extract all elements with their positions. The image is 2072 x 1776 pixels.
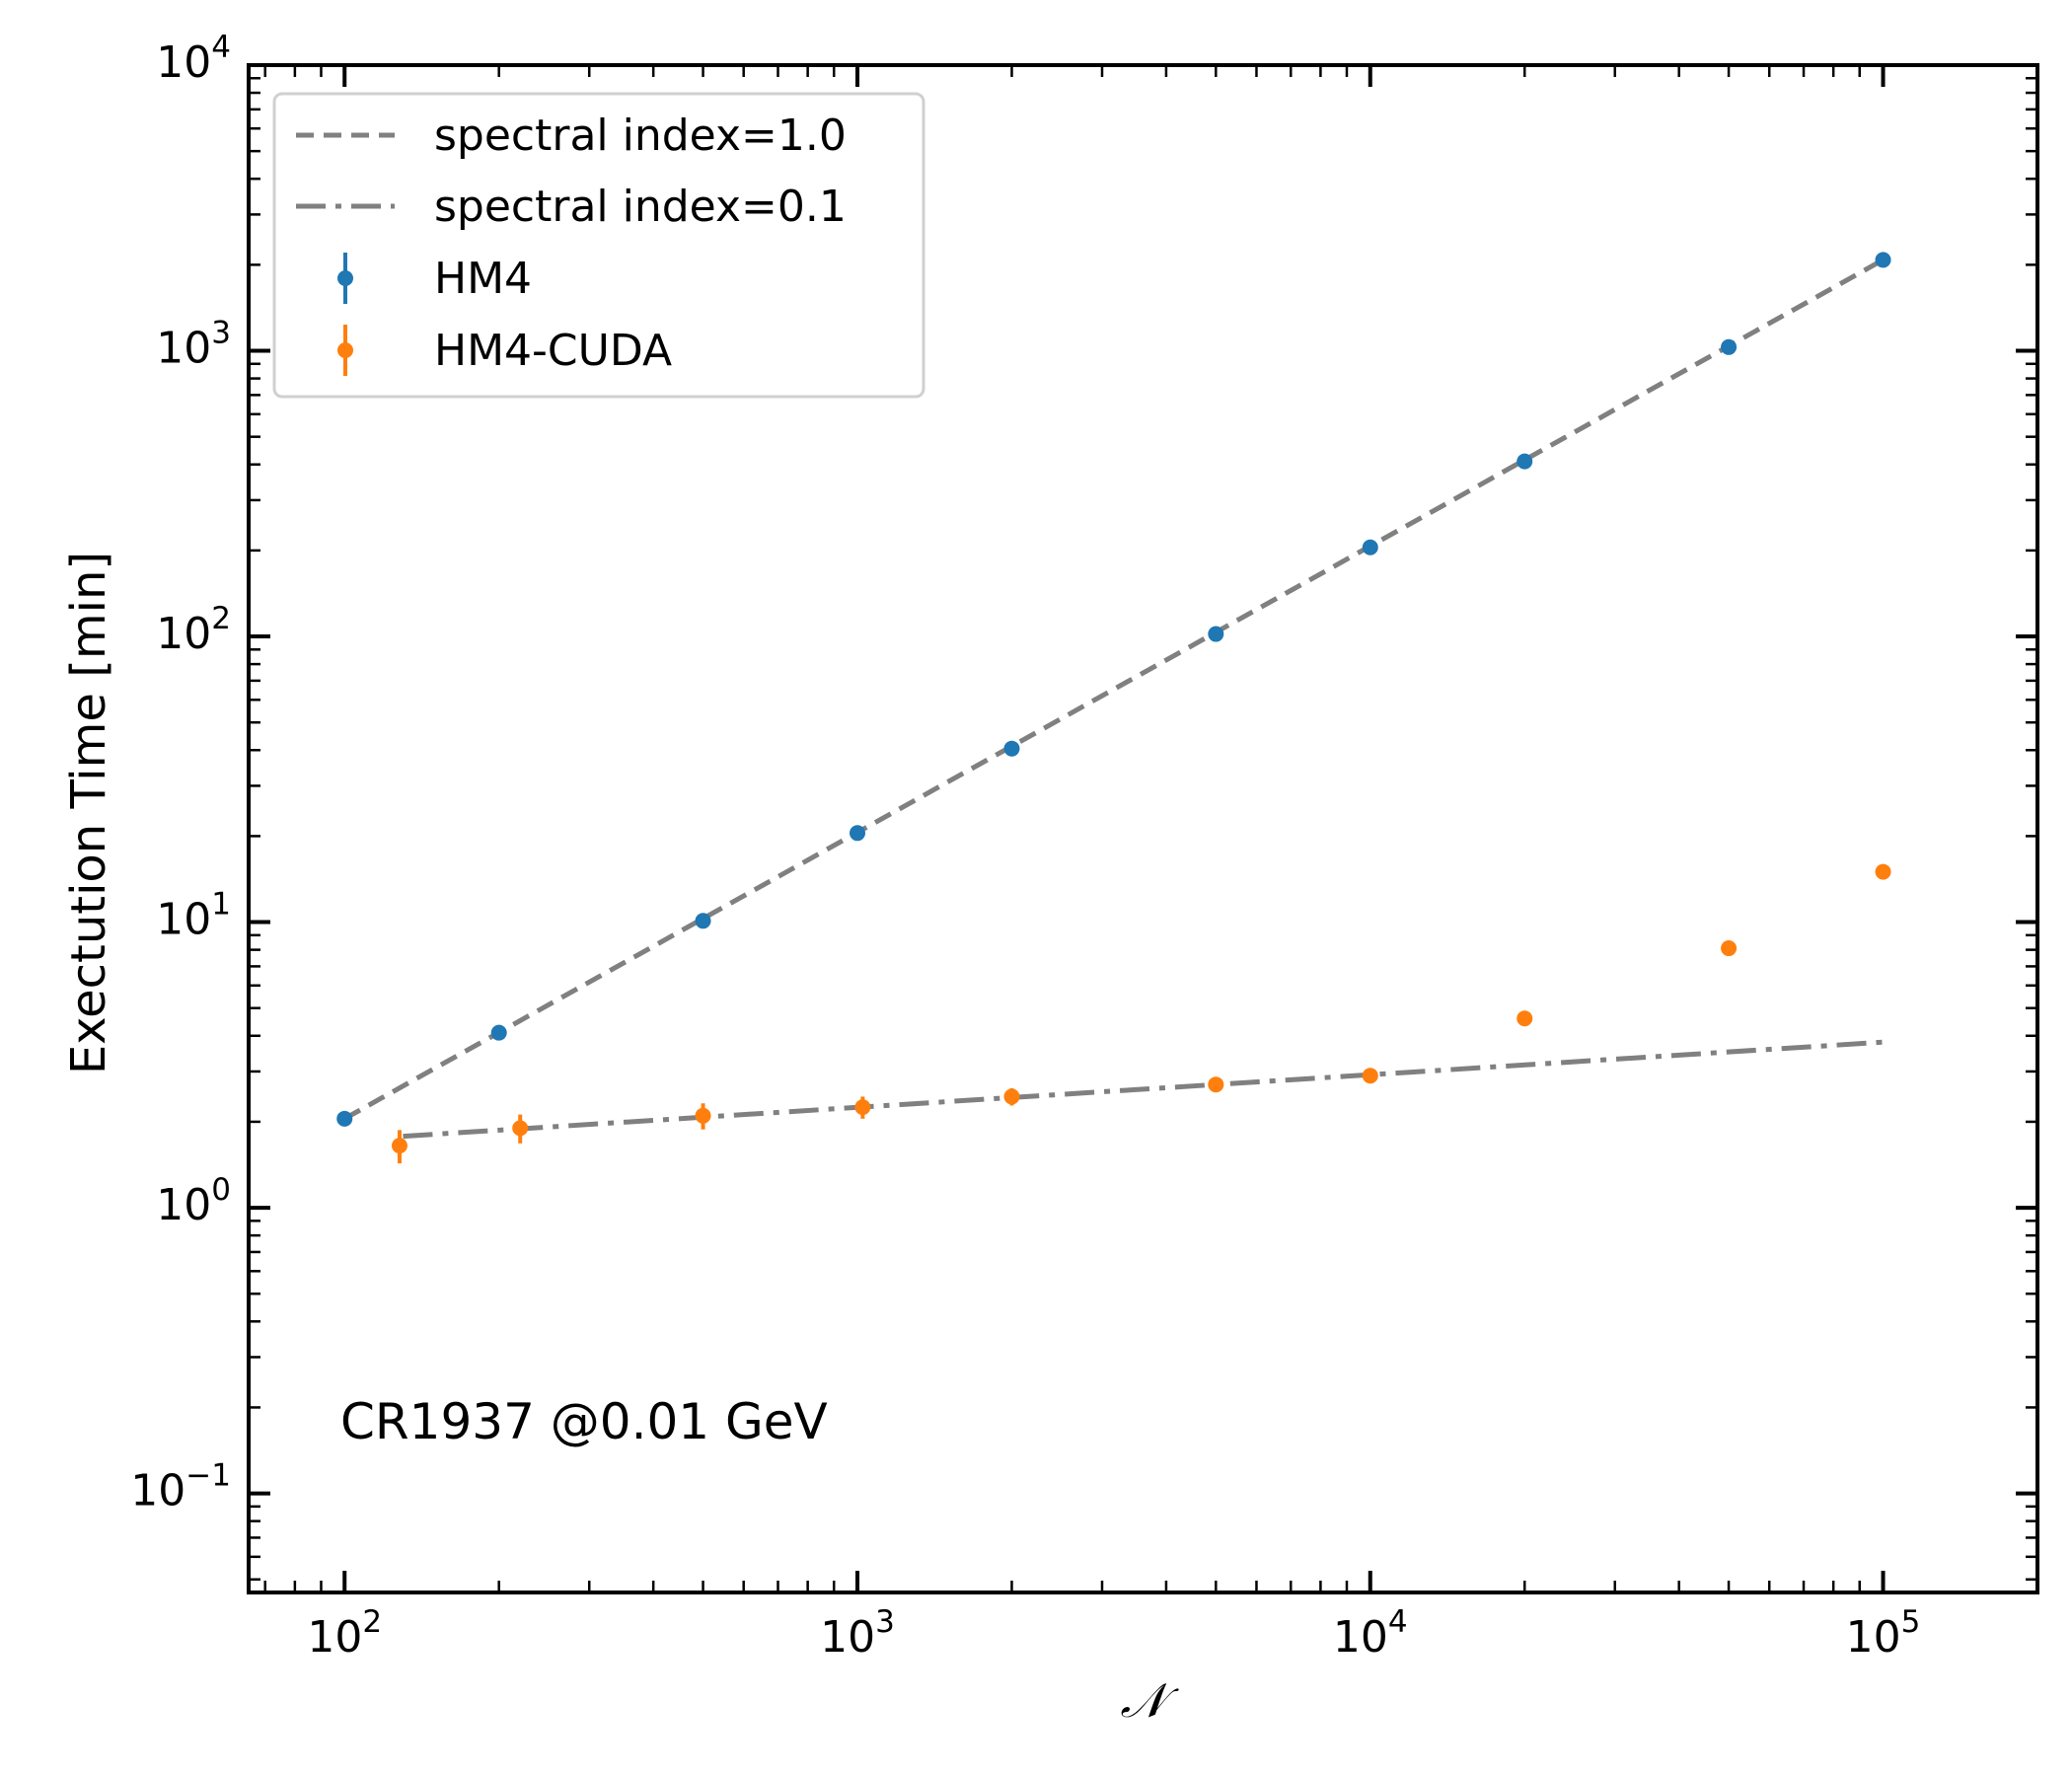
data-point	[512, 1120, 529, 1137]
y-axis-label: Exectution Time [min]	[61, 552, 116, 1074]
chart-annotation: CR1937 @0.01 GeV	[340, 1393, 828, 1450]
data-point	[1875, 863, 1891, 880]
data-point	[1003, 740, 1020, 757]
y-tick-label: 102	[156, 601, 231, 659]
x-tick-label: 103	[820, 1604, 895, 1663]
data-point	[1721, 338, 1738, 355]
legend-box	[272, 92, 925, 399]
legend-label: spectral index=0.1	[434, 182, 847, 232]
x-tick-label: 104	[1333, 1604, 1408, 1663]
data-point	[1362, 1068, 1378, 1084]
data-point	[1875, 252, 1891, 268]
legend: spectral index=1.0 spectral index=0.1 HM4 H…	[272, 92, 925, 399]
y-tick-label: 104	[156, 30, 231, 88]
data-point	[490, 1024, 507, 1041]
data-point	[1208, 626, 1224, 642]
legend-label: spectral index=1.0	[434, 111, 847, 161]
fit-line	[342, 258, 1885, 1121]
data-point	[1517, 1010, 1533, 1027]
fit-lines	[342, 258, 1885, 1140]
data-point	[695, 913, 711, 929]
x-tick-label: 102	[307, 1604, 382, 1663]
data-points	[336, 252, 1891, 1164]
y-tick-label: 10−1	[130, 1458, 231, 1517]
data-point	[1362, 539, 1378, 555]
data-point	[1003, 1088, 1020, 1105]
y-tick-label: 100	[156, 1172, 231, 1230]
data-point	[391, 1138, 407, 1154]
legend-marker-sample	[337, 342, 353, 358]
data-point	[695, 1107, 711, 1124]
data-point	[1721, 940, 1738, 957]
y-tick-label: 103	[156, 316, 231, 374]
legend-label: HM4	[434, 254, 532, 304]
plot-frame	[247, 63, 2039, 1594]
y-tick-label: 101	[156, 887, 231, 945]
legend-label: HM4-CUDA	[434, 326, 672, 376]
fit-line	[403, 1039, 1884, 1140]
data-point	[850, 825, 866, 842]
data-point	[854, 1099, 871, 1116]
x-tick-label: 105	[1846, 1604, 1921, 1663]
data-point	[1208, 1076, 1224, 1093]
data-point	[336, 1110, 353, 1127]
tick-labels: 102 103 104 105 10−1 100 101 102 103 104	[130, 30, 1920, 1663]
legend-marker-sample	[337, 270, 353, 286]
data-point	[1517, 453, 1533, 470]
